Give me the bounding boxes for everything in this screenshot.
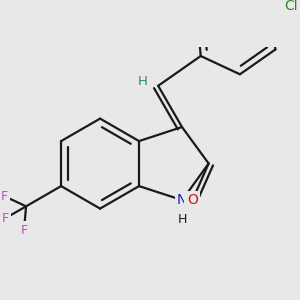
Text: F: F bbox=[1, 190, 8, 202]
Text: Cl: Cl bbox=[285, 0, 298, 14]
Text: H: H bbox=[178, 213, 187, 226]
Text: O: O bbox=[187, 194, 198, 208]
Text: N: N bbox=[177, 193, 188, 207]
Text: F: F bbox=[2, 212, 9, 225]
Text: F: F bbox=[20, 224, 28, 237]
Text: H: H bbox=[138, 75, 148, 88]
